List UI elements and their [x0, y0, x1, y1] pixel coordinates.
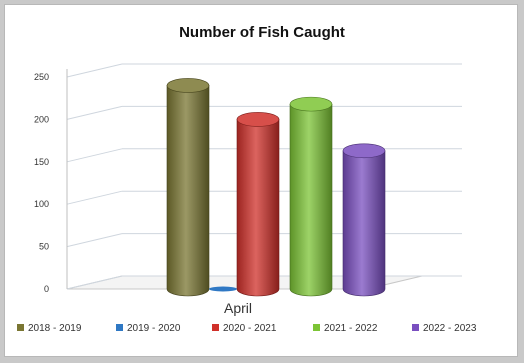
legend-item: 2021 - 2022: [313, 323, 378, 334]
bars: [166, 78, 386, 297]
x-category-label: April: [224, 300, 252, 316]
y-tick-label: 200: [34, 114, 49, 124]
bar-zero-disc: [209, 286, 237, 292]
chart: Number of Fish Caught 0 50 100 150 200 250 Ap…: [17, 24, 477, 334]
chart-frame: Number of Fish Caught 0 50 100 150 200 250 Ap…: [4, 4, 518, 357]
chart-title: Number of Fish Caught: [179, 24, 345, 41]
legend-label: 2022 - 2023: [423, 323, 477, 334]
bar-2020-2021: [236, 112, 280, 297]
bar-body: [342, 150, 386, 297]
legend-swatch: [313, 324, 320, 331]
bar-body: [236, 119, 280, 297]
y-tick-label: 150: [34, 157, 49, 167]
bar-2019-2020: [209, 286, 237, 292]
grid-line-side: [66, 63, 123, 78]
legend-label: 2020 - 2021: [223, 323, 277, 334]
grid-line-side: [66, 275, 123, 290]
bar-body: [166, 85, 210, 297]
legend-label: 2018 - 2019: [28, 323, 82, 334]
y-tick-label: 0: [44, 284, 49, 294]
legend-swatch: [412, 324, 419, 331]
bar-2021-2022: [289, 96, 333, 297]
legend-swatch: [212, 324, 219, 331]
bar-body: [289, 103, 333, 297]
y-tick-label: 50: [39, 242, 49, 252]
grid-line-side: [66, 190, 123, 205]
bar-top: [289, 96, 333, 112]
legend-label: 2019 - 2020: [127, 323, 181, 334]
legend-label: 2021 - 2022: [324, 323, 378, 334]
legend-item: 2018 - 2019: [17, 323, 82, 334]
bar-2022-2023: [342, 143, 386, 297]
y-tick-label: 100: [34, 199, 49, 209]
legend-item: 2022 - 2023: [412, 323, 477, 334]
bar-2018-2019: [166, 78, 210, 297]
bar-top: [342, 143, 386, 159]
legend-swatch: [116, 324, 123, 331]
legend-swatch: [17, 324, 24, 331]
legend-item: 2020 - 2021: [212, 323, 277, 334]
y-tick-label: 250: [34, 72, 49, 82]
grid-line-side: [66, 233, 123, 248]
grid-line-side: [66, 148, 123, 163]
legend: 2018 - 2019 2019 - 2020 2020 - 2021 2021 - …: [17, 323, 477, 334]
bar-top: [236, 112, 280, 127]
legend-item: 2019 - 2020: [116, 323, 181, 334]
grid-line-side: [66, 105, 123, 120]
bar-top: [166, 78, 210, 93]
y-axis: 0 50 100 150 200 250: [34, 69, 68, 294]
